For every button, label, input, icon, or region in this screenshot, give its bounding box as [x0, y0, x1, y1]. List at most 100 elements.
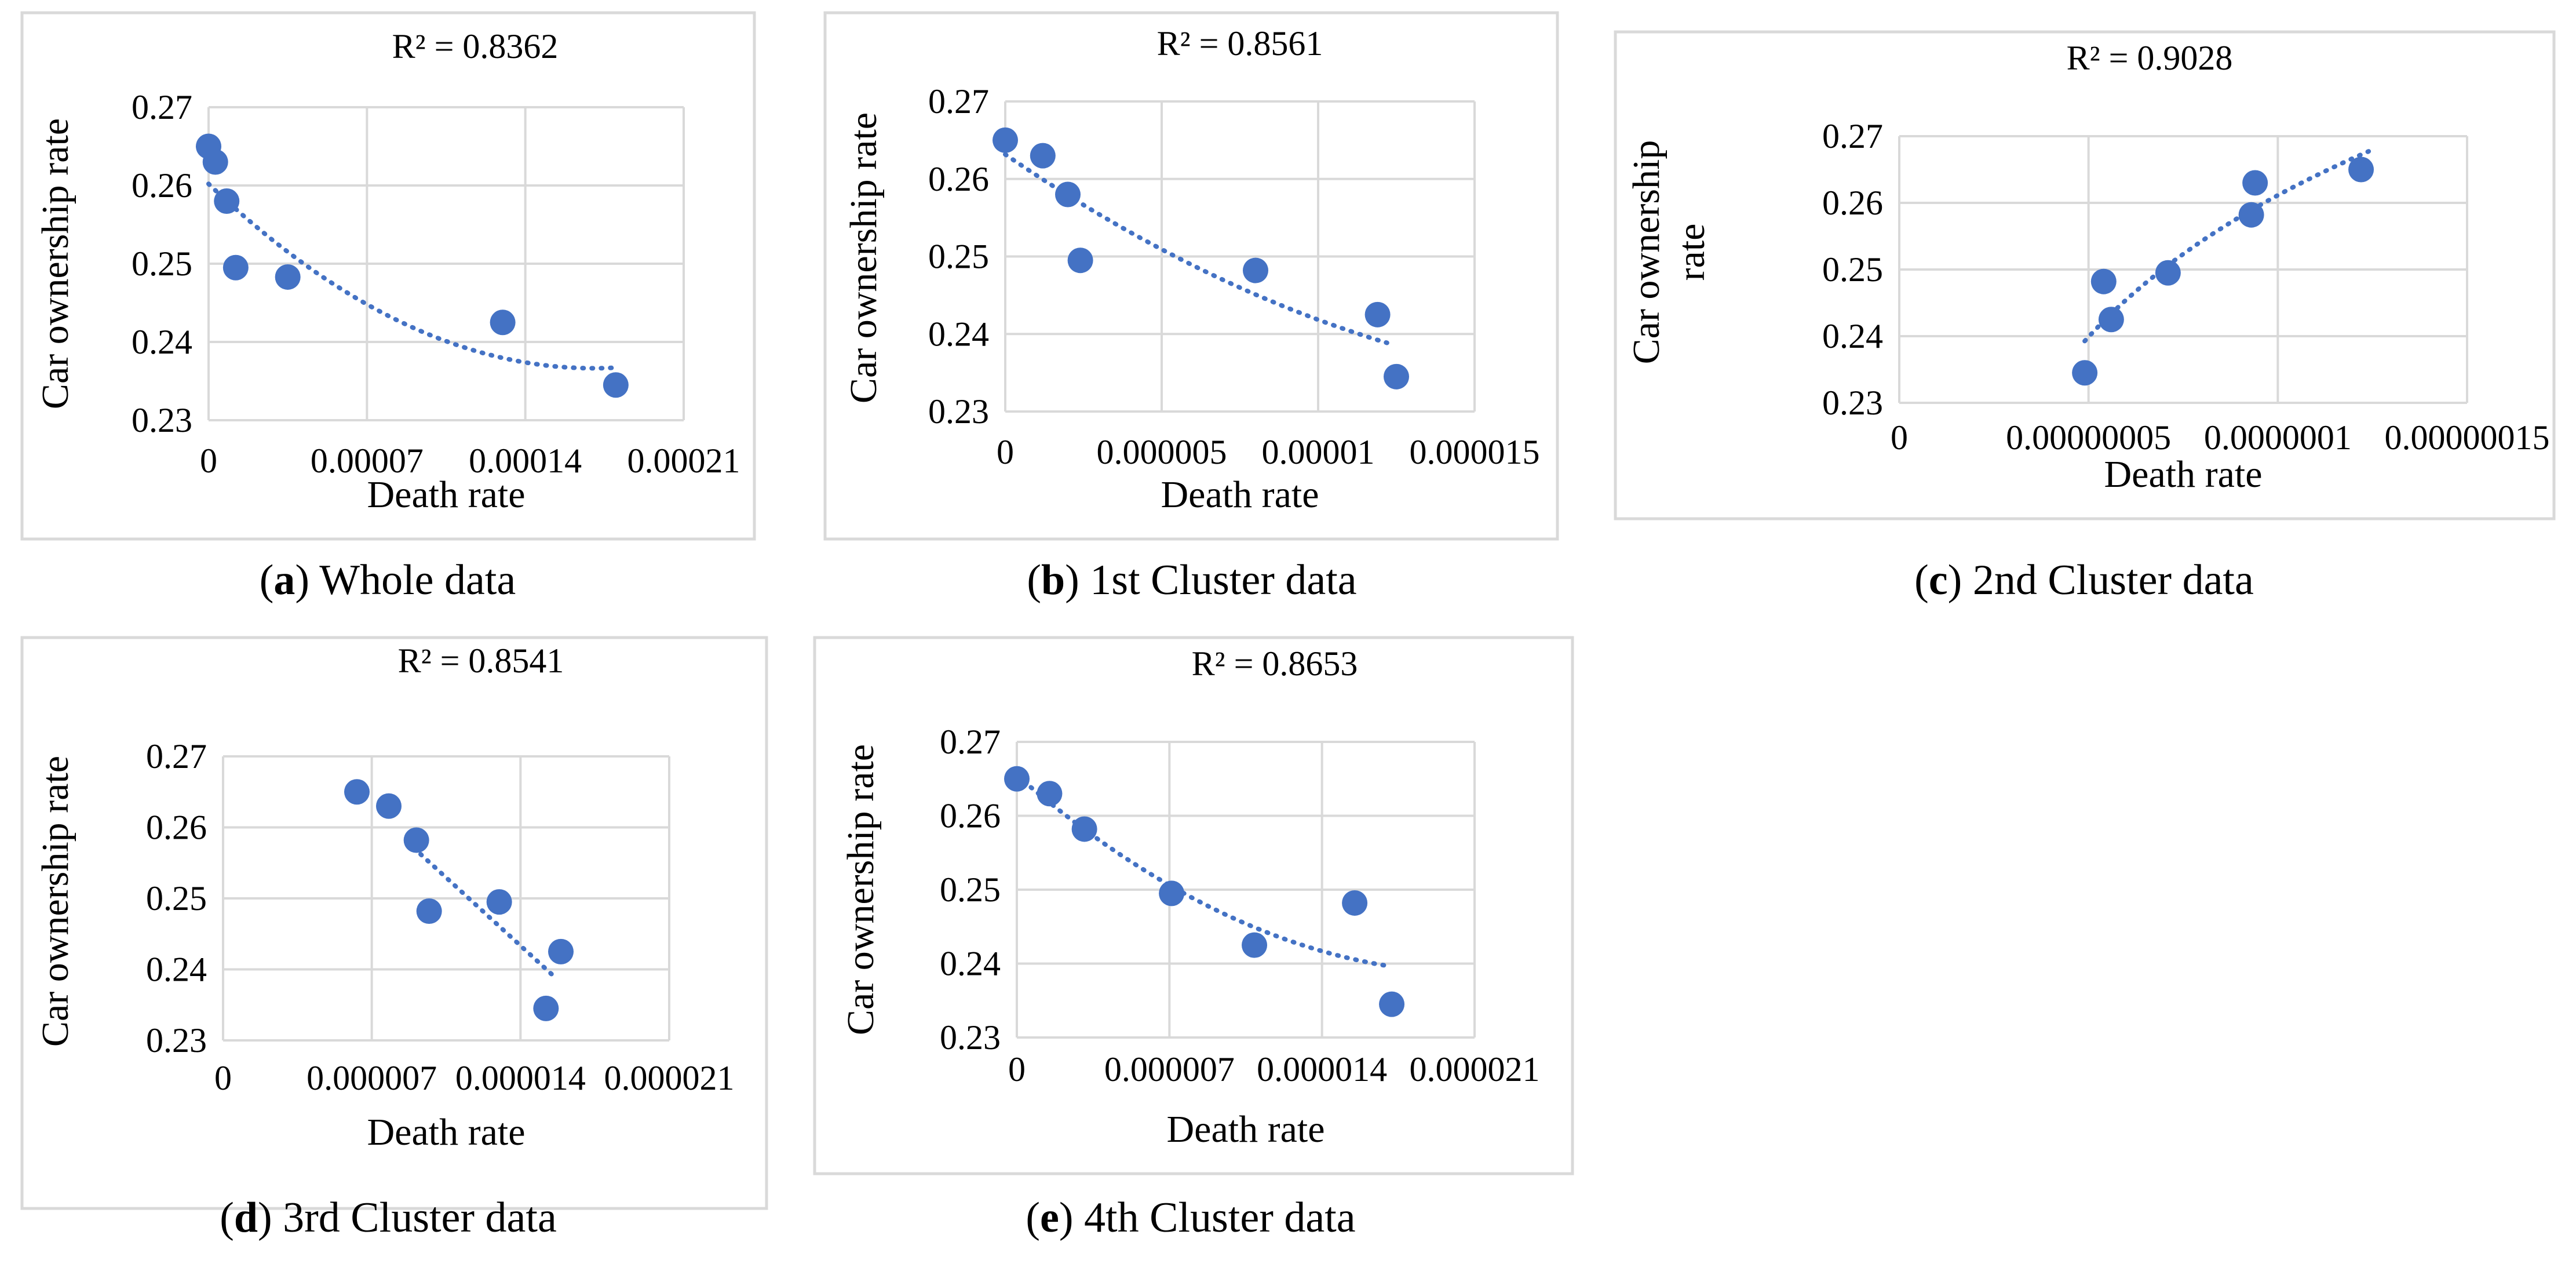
x-tick-label: 0.00007 [311, 442, 424, 480]
x-tick-label: 0 [1008, 1050, 1026, 1088]
data-point [1242, 932, 1268, 958]
y-tick-label: 0.25 [1822, 250, 1883, 289]
y-axis-title: Car ownership rate [34, 756, 76, 1047]
y-tick-label: 0.25 [928, 238, 989, 276]
r-squared-label: R² = 0.8653 [1192, 645, 1358, 683]
x-tick-label: 0.000015 [1410, 433, 1540, 471]
data-point [344, 779, 370, 805]
y-axis-title: Car ownership rate [34, 118, 76, 409]
trend-line [1015, 773, 1390, 969]
data-point [202, 149, 228, 175]
y-tick-label: 0.27 [940, 723, 1001, 761]
chart-panel-c: 0.23 0.24 0.25 0.26 0.27 0 0.00000005 0.0000001… [1614, 30, 2556, 604]
y-tick-label: 0.25 [132, 245, 192, 283]
y-axis-title: Car ownership [1625, 140, 1668, 365]
data-point [222, 254, 249, 281]
data-point [214, 188, 240, 214]
data-point [2242, 170, 2268, 196]
chart-frame [1614, 30, 2556, 520]
chart-panel-d: 0.23 0.24 0.25 0.26 0.27 0 0.000007 0.000014 0.0… [20, 636, 768, 1241]
x-axis-title: Death rate [1161, 474, 1319, 516]
data-point [1067, 247, 1093, 274]
x-tick-label: 0.00014 [469, 442, 582, 480]
x-tick-label: 0.00000005 [2006, 418, 2171, 457]
data-point [1037, 781, 1063, 807]
data-point [603, 372, 629, 398]
x-axis-title: Death rate [1167, 1108, 1325, 1151]
trend-line [206, 181, 618, 371]
data-point [993, 127, 1018, 153]
y-tick-label: 0.26 [940, 797, 1001, 835]
data-point [548, 938, 574, 964]
data-point [1364, 301, 1391, 327]
data-point [416, 898, 442, 924]
y-tick-label: 0.24 [132, 323, 192, 361]
r-squared-label: R² = 0.9028 [2067, 39, 2233, 77]
x-tick-label: 0.000021 [604, 1059, 735, 1097]
data-point [490, 310, 516, 336]
y-tick-label: 0.25 [146, 879, 207, 918]
x-axis-title: Death rate [2104, 453, 2263, 496]
x-tick-label: 0.000021 [1410, 1050, 1540, 1088]
x-tick-label: 0.00001 [1262, 433, 1375, 471]
x-tick-label: 0.000014 [455, 1059, 586, 1097]
y-tick-label: 0.27 [928, 82, 989, 121]
chart-frame [20, 11, 756, 541]
panel-caption: (c) 2nd Cluster data [1914, 556, 2254, 604]
data-point [2098, 307, 2124, 333]
y-tick-label: 0.25 [940, 871, 1001, 909]
trend-line [2082, 149, 2371, 344]
chart-frame [20, 636, 768, 1210]
y-axis-title: Car ownership rate [842, 112, 885, 403]
data-point [1159, 880, 1185, 906]
x-axis-title: Death rate [367, 474, 526, 516]
data-point [1030, 143, 1056, 169]
y-tick-label: 0.26 [1822, 184, 1883, 222]
x-tick-label: 0 [997, 433, 1014, 471]
r-squared-label: R² = 0.8541 [398, 642, 564, 680]
r-squared-label: R² = 0.8561 [1157, 24, 1323, 63]
y-tick-label: 0.26 [146, 809, 207, 847]
y-axis-title: rate [1670, 224, 1713, 281]
x-tick-label: 0 [214, 1059, 232, 1097]
data-point [1071, 816, 1097, 842]
y-tick-label: 0.24 [146, 951, 207, 989]
y-tick-label: 0.23 [940, 1018, 1001, 1057]
x-tick-label: 0.00000015 [2385, 418, 2550, 457]
x-tick-label: 0.00021 [627, 442, 740, 480]
trend-line [418, 851, 559, 981]
y-tick-label: 0.24 [928, 315, 989, 353]
y-tick-label: 0.24 [940, 945, 1001, 983]
chart-panel-e: 0.23 0.24 0.25 0.26 0.27 0 0.000007 0.000014 0.0… [813, 636, 1574, 1241]
x-tick-label: 0.000007 [1104, 1050, 1235, 1088]
y-tick-label: 0.27 [1822, 117, 1883, 155]
x-tick-label: 0.000014 [1257, 1050, 1387, 1088]
x-tick-label: 0 [200, 442, 217, 480]
data-point [2238, 202, 2264, 228]
data-point [2090, 268, 2117, 294]
data-point [486, 889, 512, 915]
y-tick-label: 0.23 [132, 401, 192, 439]
y-tick-label: 0.23 [1822, 384, 1883, 422]
r-squared-label: R² = 0.8362 [392, 27, 559, 65]
data-point [2348, 156, 2374, 183]
chart-frame [813, 636, 1574, 1175]
y-tick-label: 0.27 [132, 88, 192, 126]
chart-panel-a: 0.23 0.24 0.25 0.26 0.27 0 0.00007 0.00014 0.000… [20, 11, 756, 604]
data-point [1055, 181, 1081, 207]
data-point [376, 793, 402, 819]
data-point [2072, 360, 2098, 386]
y-tick-label: 0.27 [146, 737, 207, 776]
data-point [533, 995, 559, 1021]
panel-caption: (b) 1st Cluster data [1027, 556, 1356, 604]
data-point [1243, 257, 1268, 283]
data-point [2155, 260, 2181, 286]
chart-panel-b: 0.23 0.24 0.25 0.26 0.27 0 0.000005 0.00001 0.00… [823, 11, 1559, 604]
data-point [1004, 766, 1030, 792]
x-axis-title: Death rate [367, 1111, 526, 1153]
x-tick-label: 0.000007 [307, 1059, 437, 1097]
y-tick-label: 0.26 [132, 166, 192, 205]
panel-caption: (e) 4th Cluster data [1026, 1194, 1355, 1241]
y-tick-label: 0.26 [928, 160, 989, 198]
